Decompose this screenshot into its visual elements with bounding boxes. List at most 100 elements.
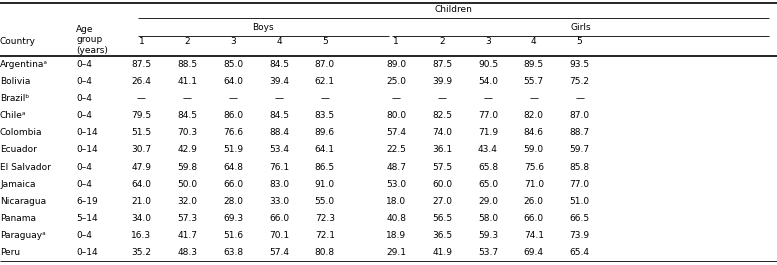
Text: Boys: Boys — [253, 23, 274, 32]
Text: 5: 5 — [577, 37, 583, 46]
Text: Colombia: Colombia — [0, 128, 43, 137]
Text: 64.1: 64.1 — [315, 145, 335, 154]
Text: Panama: Panama — [0, 214, 36, 223]
Text: 91.0: 91.0 — [315, 180, 335, 189]
Text: Chileᵃ: Chileᵃ — [0, 111, 26, 120]
Text: 51.5: 51.5 — [131, 128, 152, 137]
Text: 29.1: 29.1 — [386, 248, 406, 257]
Text: 3: 3 — [485, 37, 491, 46]
Text: 86.5: 86.5 — [315, 162, 335, 171]
Text: 89.5: 89.5 — [524, 60, 544, 69]
Text: 63.8: 63.8 — [223, 248, 243, 257]
Text: 0–4: 0–4 — [76, 231, 92, 240]
Text: 57.4: 57.4 — [386, 128, 406, 137]
Text: 90.5: 90.5 — [478, 60, 498, 69]
Text: Girls: Girls — [570, 23, 591, 32]
Text: 5–14: 5–14 — [76, 214, 98, 223]
Text: 26.0: 26.0 — [524, 197, 544, 206]
Text: 57.4: 57.4 — [269, 248, 289, 257]
Text: 43.4: 43.4 — [478, 145, 498, 154]
Text: 36.5: 36.5 — [432, 231, 452, 240]
Text: 66.0: 66.0 — [269, 214, 289, 223]
Text: 4: 4 — [276, 37, 282, 46]
Text: 26.4: 26.4 — [131, 77, 152, 86]
Text: 93.5: 93.5 — [570, 60, 590, 69]
Text: 0–14: 0–14 — [76, 128, 98, 137]
Text: 88.4: 88.4 — [269, 128, 289, 137]
Text: 70.3: 70.3 — [177, 128, 197, 137]
Text: 75.2: 75.2 — [570, 77, 590, 86]
Text: 47.9: 47.9 — [131, 162, 152, 171]
Text: 84.6: 84.6 — [524, 128, 544, 137]
Text: 51.6: 51.6 — [223, 231, 243, 240]
Text: 53.0: 53.0 — [386, 180, 406, 189]
Text: 76.6: 76.6 — [223, 128, 243, 137]
Text: 39.9: 39.9 — [432, 77, 452, 86]
Text: 57.3: 57.3 — [177, 214, 197, 223]
Text: 0–4: 0–4 — [76, 60, 92, 69]
Text: 77.0: 77.0 — [478, 111, 498, 120]
Text: 73.9: 73.9 — [570, 231, 590, 240]
Text: 1: 1 — [393, 37, 399, 46]
Text: 41.7: 41.7 — [177, 231, 197, 240]
Text: 42.9: 42.9 — [177, 145, 197, 154]
Text: 0–4: 0–4 — [76, 162, 92, 171]
Text: —: — — [437, 94, 447, 103]
Text: 71.0: 71.0 — [524, 180, 544, 189]
Text: 84.5: 84.5 — [269, 111, 289, 120]
Text: 0–4: 0–4 — [76, 77, 92, 86]
Text: 72.1: 72.1 — [315, 231, 335, 240]
Text: 39.4: 39.4 — [269, 77, 289, 86]
Text: 56.5: 56.5 — [432, 214, 452, 223]
Text: Jamaica: Jamaica — [0, 180, 36, 189]
Text: 86.0: 86.0 — [223, 111, 243, 120]
Text: Ecuador: Ecuador — [0, 145, 37, 154]
Text: 66.5: 66.5 — [570, 214, 590, 223]
Text: 3: 3 — [230, 37, 236, 46]
Text: 40.8: 40.8 — [386, 214, 406, 223]
Text: 25.0: 25.0 — [386, 77, 406, 86]
Text: Paraguayᵃ: Paraguayᵃ — [0, 231, 46, 240]
Text: 18.0: 18.0 — [386, 197, 406, 206]
Text: 66.0: 66.0 — [223, 180, 243, 189]
Text: 55.0: 55.0 — [315, 197, 335, 206]
Text: —: — — [320, 94, 329, 103]
Text: 89.6: 89.6 — [315, 128, 335, 137]
Text: Brazilᵇ: Brazilᵇ — [0, 94, 30, 103]
Text: 21.0: 21.0 — [131, 197, 152, 206]
Text: El Salvador: El Salvador — [0, 162, 51, 171]
Text: 70.1: 70.1 — [269, 231, 289, 240]
Text: 75.6: 75.6 — [524, 162, 544, 171]
Text: 64.0: 64.0 — [131, 180, 152, 189]
Text: 34.0: 34.0 — [131, 214, 152, 223]
Text: 2: 2 — [184, 37, 190, 46]
Text: —: — — [228, 94, 238, 103]
Text: 83.0: 83.0 — [269, 180, 289, 189]
Text: 28.0: 28.0 — [223, 197, 243, 206]
Text: 0–14: 0–14 — [76, 248, 98, 257]
Text: 69.4: 69.4 — [524, 248, 544, 257]
Text: 36.1: 36.1 — [432, 145, 452, 154]
Text: Children: Children — [435, 6, 472, 15]
Text: 88.7: 88.7 — [570, 128, 590, 137]
Text: 5: 5 — [322, 37, 328, 46]
Text: —: — — [137, 94, 146, 103]
Text: 41.1: 41.1 — [177, 77, 197, 86]
Text: 84.5: 84.5 — [269, 60, 289, 69]
Text: —: — — [529, 94, 538, 103]
Text: 2: 2 — [439, 37, 445, 46]
Text: 64.8: 64.8 — [223, 162, 243, 171]
Text: 59.7: 59.7 — [570, 145, 590, 154]
Text: 59.8: 59.8 — [177, 162, 197, 171]
Text: 29.0: 29.0 — [478, 197, 498, 206]
Text: Country: Country — [0, 37, 36, 46]
Text: 80.0: 80.0 — [386, 111, 406, 120]
Text: 66.0: 66.0 — [524, 214, 544, 223]
Text: 48.7: 48.7 — [386, 162, 406, 171]
Text: 59.0: 59.0 — [524, 145, 544, 154]
Text: 82.5: 82.5 — [432, 111, 452, 120]
Text: 60.0: 60.0 — [432, 180, 452, 189]
Text: 72.3: 72.3 — [315, 214, 335, 223]
Text: 65.4: 65.4 — [570, 248, 590, 257]
Text: 48.3: 48.3 — [177, 248, 197, 257]
